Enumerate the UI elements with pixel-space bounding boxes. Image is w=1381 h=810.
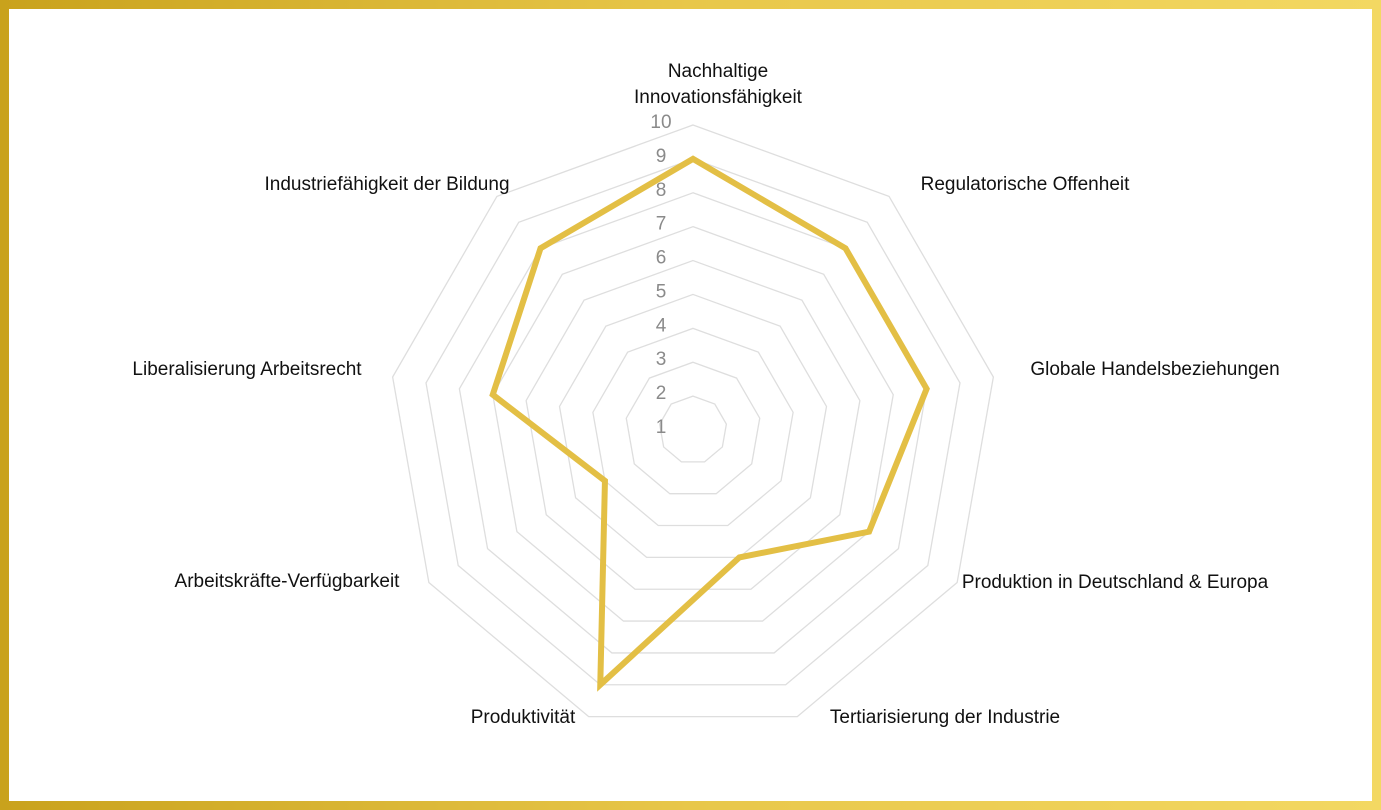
axis-label: Tertiarisierung der Industrie xyxy=(829,707,1061,728)
grid-ring xyxy=(391,124,995,718)
axis-label: Nachhaltige Innovationsfähigkeit xyxy=(634,61,802,108)
axis-label: Produktion in Deutschland & Europa xyxy=(961,572,1269,593)
radial-tick-label: 8 xyxy=(656,180,667,201)
axis-label: Arbeitskräfte-Verfügbarkeit xyxy=(174,571,400,592)
grid-ring xyxy=(625,361,761,495)
radial-tick-label: 10 xyxy=(650,112,671,133)
grid-ring xyxy=(558,293,828,559)
grid-ring xyxy=(425,158,961,686)
grid-ring xyxy=(658,395,728,463)
axis-label: Produktivität xyxy=(470,707,576,728)
axis-label: Industriefähigkeit der Bildung xyxy=(264,174,510,195)
radial-tick-label: 6 xyxy=(656,248,667,269)
axis-label: Liberalisierung Arbeitsrecht xyxy=(132,359,362,380)
radial-tick-label: 5 xyxy=(656,281,667,302)
radial-tick-label: 1 xyxy=(656,417,667,438)
radial-tick-label: 9 xyxy=(656,146,667,167)
panel xyxy=(9,9,1372,801)
series-line xyxy=(489,155,930,692)
axis-label: Regulatorische Offenheit xyxy=(920,174,1130,195)
grid-ring xyxy=(592,327,794,527)
radial-tick-label: 7 xyxy=(656,214,667,235)
radial-tick-label: 3 xyxy=(656,349,667,370)
grid-ring xyxy=(492,225,894,622)
grid-ring xyxy=(525,259,861,590)
radial-tick-label: 4 xyxy=(656,315,667,336)
axis-label: Globale Handelsbeziehungen xyxy=(1030,359,1280,380)
radial-tick-label: 2 xyxy=(656,383,667,404)
